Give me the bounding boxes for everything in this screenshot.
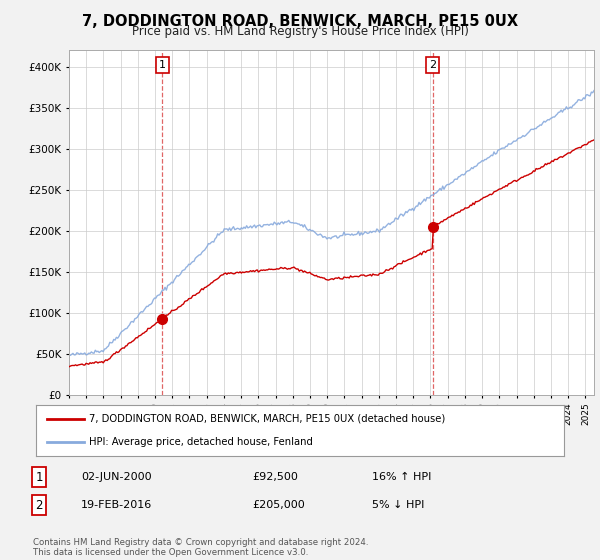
- Text: 7, DODDINGTON ROAD, BENWICK, MARCH, PE15 0UX (detached house): 7, DODDINGTON ROAD, BENWICK, MARCH, PE15…: [89, 414, 445, 424]
- Text: HPI: Average price, detached house, Fenland: HPI: Average price, detached house, Fenl…: [89, 437, 313, 447]
- Text: Contains HM Land Registry data © Crown copyright and database right 2024.
This d: Contains HM Land Registry data © Crown c…: [33, 538, 368, 557]
- Text: £205,000: £205,000: [252, 500, 305, 510]
- Text: 5% ↓ HPI: 5% ↓ HPI: [372, 500, 424, 510]
- Text: 2: 2: [35, 498, 43, 512]
- Text: 02-JUN-2000: 02-JUN-2000: [81, 472, 152, 482]
- Text: 19-FEB-2016: 19-FEB-2016: [81, 500, 152, 510]
- Text: 7, DODDINGTON ROAD, BENWICK, MARCH, PE15 0UX: 7, DODDINGTON ROAD, BENWICK, MARCH, PE15…: [82, 14, 518, 29]
- Text: 1: 1: [159, 60, 166, 70]
- Text: 2: 2: [429, 60, 436, 70]
- Text: Price paid vs. HM Land Registry's House Price Index (HPI): Price paid vs. HM Land Registry's House …: [131, 25, 469, 38]
- Text: 16% ↑ HPI: 16% ↑ HPI: [372, 472, 431, 482]
- Text: £92,500: £92,500: [252, 472, 298, 482]
- Text: 1: 1: [35, 470, 43, 484]
